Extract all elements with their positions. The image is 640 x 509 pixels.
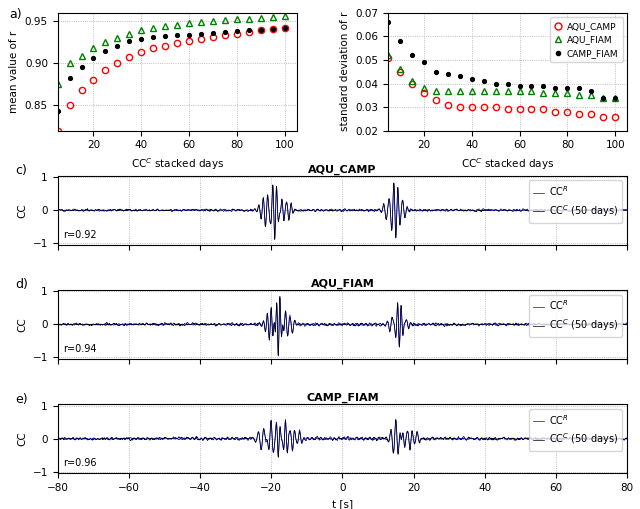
CC$^R$ <box>537 322 545 328</box>
CC$^R$ <box>466 207 474 213</box>
CC$^C$ (50 days) <box>170 435 178 441</box>
CC$^R$ <box>466 436 474 442</box>
CC$^R$ <box>618 436 625 442</box>
Text: a): a) <box>10 8 22 21</box>
CC$^C$ (50 days) <box>275 352 282 358</box>
CC$^R$ <box>54 207 61 213</box>
Y-axis label: CC: CC <box>17 203 27 217</box>
CC$^C$ (50 days) <box>54 436 61 442</box>
X-axis label: t [s]: t [s] <box>332 499 353 508</box>
Line: CC$^C$ (50 days): CC$^C$ (50 days) <box>58 184 627 239</box>
CC$^C$ (50 days) <box>416 440 424 446</box>
CC$^R$ <box>623 207 631 213</box>
CC$^C$ (50 days) <box>537 436 545 442</box>
Legend: CC$^R$, CC$^C$ (50 days): CC$^R$, CC$^C$ (50 days) <box>529 295 622 337</box>
CC$^R$ <box>537 206 545 212</box>
CC$^R$ <box>275 453 282 459</box>
CC$^R$ <box>618 321 625 327</box>
CC$^C$ (50 days) <box>623 322 631 328</box>
Title: AQU_FIAM: AQU_FIAM <box>310 279 374 289</box>
CC$^R$ <box>416 208 424 214</box>
CC$^R$ <box>275 353 282 359</box>
CC$^C$ (50 days) <box>623 435 631 441</box>
CC$^R$ <box>54 321 61 327</box>
CC$^R$ <box>502 322 510 328</box>
CC$^R$ <box>537 436 545 442</box>
CC$^C$ (50 days) <box>623 207 631 213</box>
Legend: CC$^R$, CC$^C$ (50 days): CC$^R$, CC$^C$ (50 days) <box>529 409 622 451</box>
X-axis label: CC$^C$ stacked days: CC$^C$ stacked days <box>131 156 224 172</box>
Y-axis label: mean value of r: mean value of r <box>9 31 19 113</box>
CC$^C$ (50 days) <box>537 322 545 328</box>
CC$^C$ (50 days) <box>271 236 278 242</box>
CC$^C$ (50 days) <box>54 207 61 213</box>
CC$^R$ <box>170 321 178 327</box>
CC$^R$ <box>502 436 510 442</box>
CC$^R$ <box>390 180 398 186</box>
CC$^R$ <box>170 435 178 441</box>
CC$^C$ (50 days) <box>392 416 399 422</box>
CC$^R$ <box>271 236 278 242</box>
X-axis label: CC$^C$ stacked days: CC$^C$ stacked days <box>461 156 554 172</box>
Title: CAMP_FIAM: CAMP_FIAM <box>306 393 379 404</box>
CC$^C$ (50 days) <box>416 321 424 327</box>
CC$^C$ (50 days) <box>170 207 178 213</box>
CC$^R$ <box>623 435 631 441</box>
Y-axis label: standard deviation of r: standard deviation of r <box>340 12 349 131</box>
CC$^C$ (50 days) <box>466 321 474 327</box>
CC$^C$ (50 days) <box>502 436 510 442</box>
CC$^C$ (50 days) <box>618 321 625 327</box>
CC$^R$ <box>502 207 510 213</box>
Title: AQU_CAMP: AQU_CAMP <box>308 165 377 175</box>
CC$^C$ (50 days) <box>502 323 510 329</box>
CC$^C$ (50 days) <box>502 208 510 214</box>
CC$^R$ <box>54 436 61 442</box>
Line: CC$^C$ (50 days): CC$^C$ (50 days) <box>58 419 627 457</box>
CC$^R$ <box>170 207 178 213</box>
CC$^C$ (50 days) <box>170 322 178 328</box>
Y-axis label: CC: CC <box>17 317 27 332</box>
Y-axis label: CC: CC <box>17 431 27 446</box>
CC$^R$ <box>416 438 424 444</box>
CC$^R$ <box>282 416 289 422</box>
Text: c): c) <box>15 164 27 177</box>
Line: CC$^R$: CC$^R$ <box>58 183 627 239</box>
CC$^C$ (50 days) <box>390 181 397 187</box>
CC$^R$ <box>276 293 284 299</box>
CC$^C$ (50 days) <box>275 454 282 460</box>
CC$^C$ (50 days) <box>537 207 545 213</box>
Text: r=0.94: r=0.94 <box>63 344 97 354</box>
Text: e): e) <box>15 392 28 406</box>
CC$^C$ (50 days) <box>618 207 625 213</box>
CC$^C$ (50 days) <box>54 322 61 328</box>
Line: CC$^R$: CC$^R$ <box>58 419 627 456</box>
CC$^C$ (50 days) <box>416 206 424 212</box>
CC$^R$ <box>416 321 424 327</box>
CC$^C$ (50 days) <box>466 208 474 214</box>
Line: CC$^C$ (50 days): CC$^C$ (50 days) <box>58 298 627 355</box>
CC$^C$ (50 days) <box>618 436 625 442</box>
Legend: AQU_CAMP, AQU_FIAM, CAMP_FIAM: AQU_CAMP, AQU_FIAM, CAMP_FIAM <box>550 17 623 62</box>
Text: r=0.96: r=0.96 <box>63 459 97 468</box>
CC$^R$ <box>623 321 631 327</box>
CC$^R$ <box>466 322 474 328</box>
CC$^C$ (50 days) <box>276 295 284 301</box>
Legend: CC$^R$, CC$^C$ (50 days): CC$^R$, CC$^C$ (50 days) <box>529 180 622 222</box>
CC$^R$ <box>618 207 625 213</box>
Text: d): d) <box>15 278 28 291</box>
Line: CC$^R$: CC$^R$ <box>58 296 627 356</box>
Text: r=0.92: r=0.92 <box>63 230 97 240</box>
CC$^C$ (50 days) <box>466 435 474 441</box>
